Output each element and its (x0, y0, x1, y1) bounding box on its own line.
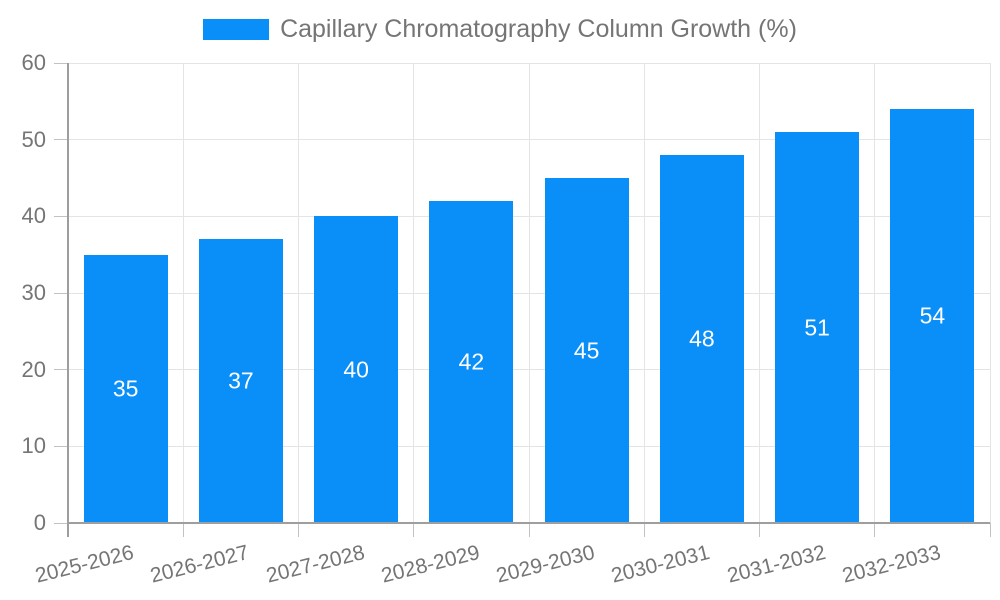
x-axis-tick (413, 523, 415, 537)
x-axis-label-text: 2029-2030 (494, 541, 598, 588)
y-axis-line (67, 63, 69, 537)
y-axis-tick-label: 10 (21, 433, 46, 459)
bar-value-label: 35 (112, 375, 139, 402)
y-axis-tick-label: 60 (21, 50, 46, 75)
gridline-vertical (298, 63, 299, 523)
y-axis-tick-label: 0 (33, 510, 46, 535)
bar-value-label: 40 (343, 356, 369, 383)
x-axis-tick (643, 523, 645, 537)
bar-2027-2028: 40 (314, 216, 399, 523)
x-axis-tick (759, 523, 760, 537)
bar-2025-2026: 35 (83, 254, 168, 523)
gridline-vertical (182, 63, 184, 523)
bar-value-label: 45 (573, 337, 600, 363)
x-axis-tick (298, 523, 299, 537)
x-axis-label-text: 2027-2028 (263, 541, 367, 588)
legend-label: Capillary Chromatography Column Growth (… (280, 15, 797, 43)
y-axis-tick-label: 30 (21, 280, 46, 305)
x-axis-label-text: 2032-2033 (839, 541, 943, 588)
x-axis-tick (874, 523, 876, 537)
x-axis-tick (528, 523, 530, 537)
bar-value-label: 37 (228, 367, 254, 394)
y-axis-tick (54, 62, 68, 64)
y-axis-tick (54, 369, 68, 371)
bar-2030-2031: 48 (659, 155, 744, 523)
legend-swatch[interactable] (203, 18, 270, 40)
x-axis-label-text: 2030-2031 (609, 541, 713, 588)
x-axis-label-text: 2026-2027 (148, 541, 252, 588)
gridline-vertical (528, 63, 530, 523)
bar-2029-2030: 45 (544, 178, 629, 523)
y-axis-tick (54, 522, 68, 524)
bar-2026-2027: 37 (198, 239, 283, 523)
bar-2032-2033: 54 (890, 109, 975, 523)
bar-value-label: 48 (689, 325, 715, 352)
bar-2031-2032: 51 (775, 132, 860, 523)
gridline-vertical (759, 63, 760, 523)
bar-value-label: 42 (458, 348, 485, 375)
x-axis-label-text: 2025-2026 (33, 541, 137, 588)
gridline-vertical (989, 63, 991, 523)
gridline-vertical (413, 63, 415, 523)
bar-value-label: 51 (804, 314, 830, 340)
x-axis-tick (989, 523, 991, 537)
plot-area: 0 10 20 30 40 50 60 35 2025-2026 37 2026-2027 40 202… (22, 51, 991, 588)
bar-value-label: 54 (919, 302, 946, 329)
y-axis-tick (54, 445, 68, 447)
x-axis-label-text: 2031-2032 (724, 541, 828, 588)
y-axis-tick-label: 20 (21, 356, 46, 382)
gridline-vertical (643, 63, 645, 523)
y-axis-tick (54, 139, 68, 141)
y-axis-tick (54, 292, 68, 294)
y-axis-tick-label: 50 (21, 126, 46, 152)
gridline-vertical (874, 63, 876, 523)
chart-legend[interactable]: Capillary Chromatography Column Growth (… (0, 15, 1000, 43)
x-axis-label-text: 2028-2029 (378, 541, 482, 588)
bar-2028-2029: 42 (429, 201, 514, 523)
x-axis-line (68, 522, 990, 524)
y-axis-tick-label: 40 (21, 203, 46, 229)
x-axis-tick (182, 523, 184, 537)
y-axis-tick (54, 215, 68, 217)
